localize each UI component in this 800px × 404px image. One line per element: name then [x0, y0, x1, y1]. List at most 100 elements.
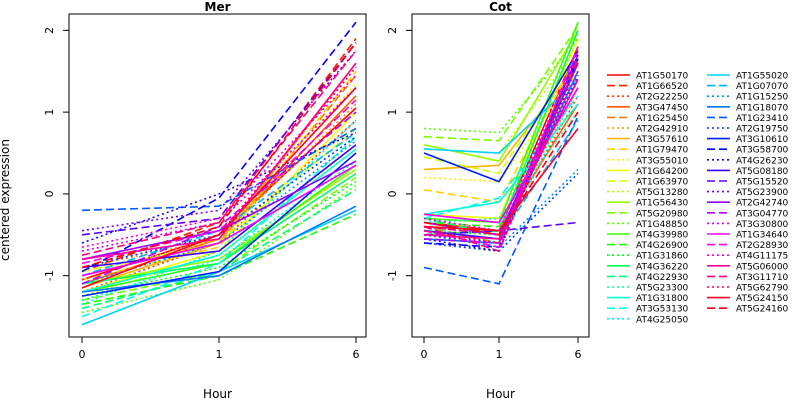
legend-label: AT3G47450	[636, 103, 689, 113]
legend-label: AT1G25450	[636, 114, 689, 124]
series-line-at4g11175	[81, 74, 357, 248]
y-tick-label: 1	[43, 109, 56, 116]
plot-frame	[411, 13, 590, 338]
legend-label: AT5G15520	[736, 178, 789, 188]
legend-label: AT4G11175	[736, 252, 788, 262]
x-tick-label: 0	[79, 348, 86, 361]
legend-entry: AT2G42740	[707, 199, 789, 209]
legend-entry: AT2G19750	[707, 125, 789, 135]
legend-entry: AT2G22250	[607, 93, 689, 103]
chart-panels: Mer 0 1 6 -1 0 1 2 Hour Cot 0 1 6 -1 0 1 2 Hour	[43, 0, 590, 401]
series-line-at1g23410	[423, 115, 579, 285]
x-tick-label: 6	[575, 348, 582, 361]
y-tick-label: 2	[43, 27, 56, 34]
legend-entry: AT1G56430	[607, 199, 689, 209]
plot-frame	[68, 13, 367, 338]
legend-label: AT5G23300	[636, 284, 689, 294]
legend-label: AT1G63970	[636, 178, 689, 188]
series-line-at3g10610	[423, 50, 579, 183]
panel-mer: Mer 0 1 6 -1 0 1 2 Hour	[43, 0, 367, 401]
legend-entry: AT1G34640	[707, 231, 789, 241]
legend-label: AT1G18070	[736, 103, 789, 113]
legend-label: AT4G26900	[636, 241, 689, 251]
legend-label: AT5G20980	[636, 209, 689, 219]
series-lines	[81, 21, 357, 326]
x-tick-label: 1	[496, 348, 503, 361]
legend-label: AT5G23900	[736, 188, 789, 198]
legend-label: AT2G42740	[736, 199, 789, 209]
legend-entry: AT5G23300	[607, 284, 689, 294]
legend-entry: AT5G08180	[707, 167, 789, 177]
x-axis-label: Hour	[203, 387, 232, 400]
legend-label: AT1G79470	[636, 146, 689, 156]
y-tick-label: -1	[386, 270, 399, 281]
series-line-at5g23900	[81, 50, 357, 232]
legend-entry: AT1G15250	[707, 93, 789, 103]
series-line-at1g15250	[81, 140, 357, 285]
legend-entry: AT1G66520	[607, 82, 689, 92]
legend-entry: AT5G06000	[707, 262, 789, 272]
legend-entry: AT4G22930	[607, 273, 689, 283]
legend-label: AT5G62790	[736, 284, 789, 294]
legend-entry: AT1G63970	[607, 178, 689, 188]
series-line-at5g24160	[81, 42, 357, 269]
series-line-at2g28930	[81, 99, 357, 265]
x-axis-label: Hour	[486, 387, 515, 400]
legend-label: AT1G31860	[636, 252, 689, 262]
legend-entry: AT1G64200	[607, 167, 689, 177]
legend-label: AT1G66520	[636, 82, 689, 92]
legend-entry: AT1G50170	[607, 72, 689, 82]
legend-entry: AT1G18070	[707, 103, 789, 113]
series-line-at2g42910	[81, 103, 357, 269]
legend-entry: AT1G55020	[707, 72, 789, 82]
legend-label: AT1G07070	[736, 82, 789, 92]
y-tick-label: 1	[386, 109, 399, 116]
series-line-at5g06000	[423, 79, 579, 240]
series-line-at3g30800	[81, 87, 357, 252]
series-line-at1g18070	[81, 205, 357, 293]
legend-entry: AT3G10610	[707, 135, 789, 145]
legend-entry: AT1G31800	[607, 294, 689, 304]
legend: AT1G50170AT1G66520AT2G22250AT3G47450AT1G…	[607, 72, 789, 325]
legend-entry: AT5G20980	[607, 209, 689, 219]
legend-label: AT4G25050	[636, 315, 689, 325]
legend-entry: AT1G25450	[607, 114, 689, 124]
legend-label: AT2G42910	[636, 125, 689, 135]
legend-label: AT5G06000	[736, 262, 789, 272]
series-line-at1g55020	[423, 78, 579, 154]
series-line-at1g23410	[81, 127, 357, 212]
legend-label: AT1G34640	[736, 231, 789, 241]
legend-label: AT1G50170	[636, 72, 689, 82]
series-line-at2g19750	[81, 136, 357, 269]
panel-title: Mer	[205, 0, 231, 14]
y-axis-label: centered expression	[0, 139, 12, 261]
legend-label: AT4G26230	[736, 156, 789, 166]
series-line-at1g56430	[81, 168, 357, 285]
panel-cot: Cot 0 1 6 -1 0 1 2 Hour	[386, 0, 590, 401]
series-line-at5g24150	[81, 87, 357, 289]
series-line-at5g15520	[81, 42, 357, 236]
legend-entry: AT3G30800	[707, 220, 789, 230]
legend-entry: AT5G23900	[707, 188, 789, 198]
series-line-at5g13280	[81, 144, 357, 297]
legend-entry: AT5G24150	[707, 294, 789, 304]
legend-entry: AT4G25050	[607, 315, 689, 325]
legend-entry: AT1G07070	[707, 82, 789, 92]
legend-label: AT1G31800	[636, 294, 689, 304]
legend-label: AT3G53130	[636, 305, 689, 315]
legend-entry: AT4G26900	[607, 241, 689, 251]
legend-label: AT4G22930	[636, 273, 689, 283]
legend-label: AT1G64200	[636, 167, 689, 177]
legend-entry: AT5G15520	[707, 178, 789, 188]
legend-label: AT5G13280	[636, 188, 689, 198]
series-line-at5g24160	[423, 111, 579, 236]
series-line-at5g62790	[423, 62, 579, 244]
series-line-at2g42740	[81, 160, 357, 261]
legend-label: AT1G48850	[636, 220, 689, 230]
legend-entry: AT3G04770	[707, 209, 789, 219]
legend-entry: AT1G79470	[607, 146, 689, 156]
legend-label: AT3G55010	[636, 156, 689, 166]
legend-label: AT3G11710	[736, 273, 789, 283]
y-tick-label: 2	[386, 27, 399, 34]
